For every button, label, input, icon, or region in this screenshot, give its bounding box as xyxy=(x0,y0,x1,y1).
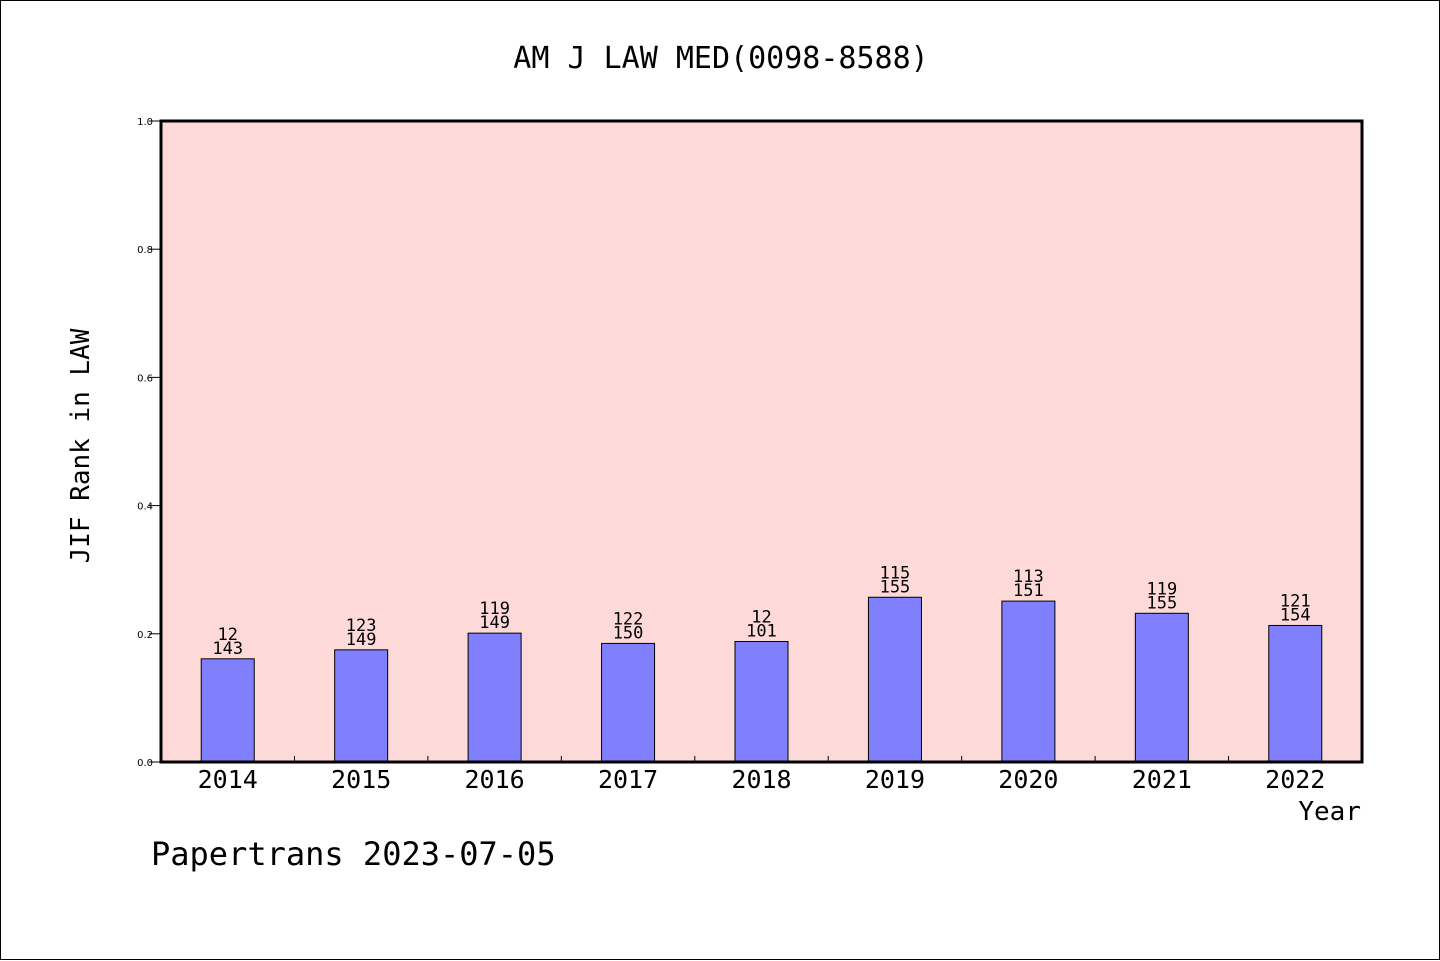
total-label: 151 xyxy=(1013,581,1044,601)
bar-2019 xyxy=(867,596,922,763)
chart-title: AM J LAW MED(0098-8588) xyxy=(513,41,928,76)
rank-label: 119 xyxy=(479,599,510,619)
y-axis: 0.0 0.2 0.4 0.6 0.8 1.0 xyxy=(137,117,161,769)
watermark: Papertrans 2023-07-05 xyxy=(151,835,556,873)
x-axis: 2014 2015 2016 2017 2018 2019 2020 2021 2022 xyxy=(198,756,1325,794)
x-tick-label: 2014 xyxy=(198,765,258,794)
x-tick-label: 2022 xyxy=(1265,765,1325,794)
y-tick-label: 0.2 xyxy=(137,630,153,641)
x-tick-label: 2018 xyxy=(731,765,791,794)
bar-2014 xyxy=(200,658,255,763)
total-label: 150 xyxy=(613,623,644,643)
rank-label: 122 xyxy=(613,609,644,629)
bars xyxy=(200,596,1323,763)
rank-label: 113 xyxy=(1013,567,1044,587)
y-tick-label: 0.6 xyxy=(137,373,153,384)
x-axis-label: Year xyxy=(1298,797,1361,827)
total-label: 149 xyxy=(479,613,510,633)
x-tick-label: 2015 xyxy=(331,765,391,794)
bar-2017 xyxy=(601,642,656,763)
bar-2015 xyxy=(334,649,389,763)
total-label: 101 xyxy=(746,621,777,641)
bar-2016 xyxy=(467,632,522,763)
bar-2021 xyxy=(1134,612,1189,763)
x-tick-label: 2017 xyxy=(598,765,658,794)
total-label: 143 xyxy=(212,639,243,659)
bar-2018 xyxy=(734,640,789,763)
plot-border xyxy=(159,119,1364,764)
rank-label: 12 xyxy=(217,625,237,645)
rank-label: 119 xyxy=(1146,579,1177,599)
x-tick-label: 2020 xyxy=(998,765,1058,794)
x-tick-label: 2016 xyxy=(465,765,525,794)
x-tick-label: 2021 xyxy=(1132,765,1192,794)
total-label: 155 xyxy=(880,577,911,597)
bar-2020 xyxy=(1001,600,1056,763)
rank-label: 121 xyxy=(1280,591,1311,611)
x-tick-label: 2019 xyxy=(865,765,925,794)
total-label: 154 xyxy=(1280,605,1311,625)
y-tick-label: 0.8 xyxy=(137,245,153,256)
total-label: 155 xyxy=(1146,593,1177,613)
rank-label: 123 xyxy=(346,616,377,636)
rank-label: 115 xyxy=(880,563,911,583)
y-tick-label: 0.0 xyxy=(137,758,153,769)
y-tick-label: 1.0 xyxy=(137,117,153,128)
y-tick-label: 0.4 xyxy=(137,502,153,513)
y-axis-label: JIF Rank in LAW xyxy=(66,328,96,563)
bar-2022 xyxy=(1268,624,1323,763)
rank-label: 12 xyxy=(751,607,771,627)
total-label: 149 xyxy=(346,630,377,650)
